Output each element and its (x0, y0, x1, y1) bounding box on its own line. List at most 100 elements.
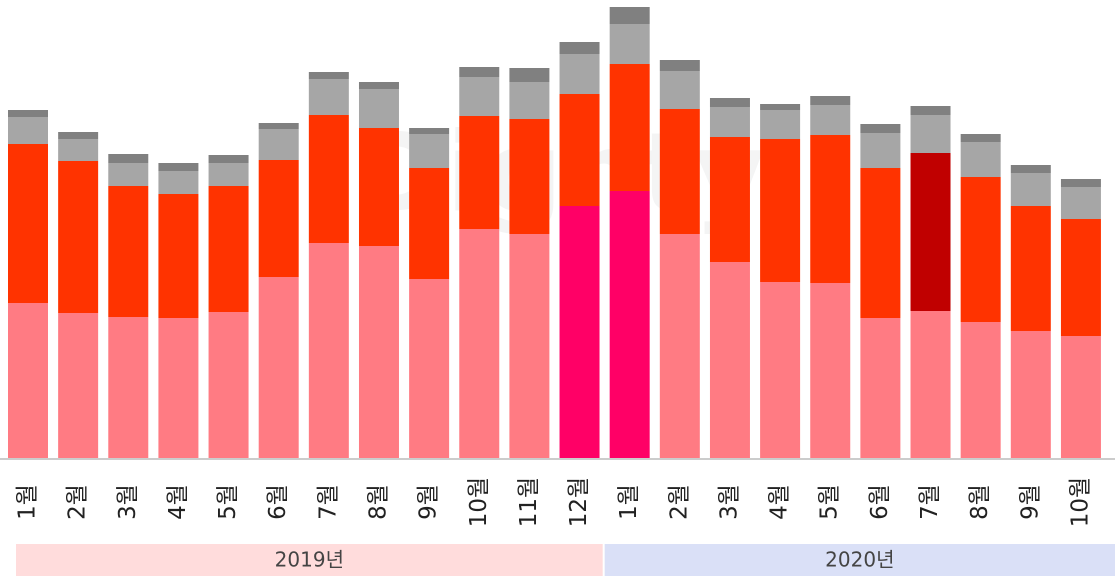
bar-segment (158, 194, 199, 318)
bar-segment (860, 133, 901, 168)
x-tick-label: 4월 (165, 484, 191, 520)
x-tick-label: 6월 (265, 484, 291, 520)
bar-segment (8, 144, 48, 303)
bar-segment (1060, 219, 1101, 336)
bar-segment (1010, 206, 1051, 331)
bar-segment (308, 79, 349, 115)
x-tick-label: 4월 (767, 484, 793, 520)
bar-segment (158, 163, 199, 171)
x-tick-label: 3월 (716, 484, 742, 520)
bar-segment (960, 142, 1001, 177)
bar-segment (208, 163, 249, 186)
bar-segment (609, 191, 650, 458)
bar-segment (459, 77, 500, 116)
bar-segment (8, 110, 48, 117)
bar-segment (910, 106, 951, 115)
x-tick-label: 11월 (516, 477, 542, 527)
bar-segment (158, 171, 199, 194)
bar-segment (409, 128, 450, 134)
bar-segment (559, 54, 600, 94)
bar-segment (860, 168, 901, 318)
bar-segment (709, 262, 750, 458)
bar-segment (509, 68, 550, 82)
bar-segment (208, 155, 249, 163)
x-tick-label: 1월 (616, 484, 642, 520)
bar-segment (1060, 179, 1101, 187)
bar-segment (860, 124, 901, 133)
x-tick-label: 8월 (365, 484, 391, 520)
bar-segment (358, 246, 399, 458)
x-tick-label: 6월 (867, 484, 893, 520)
bar-segment (409, 279, 450, 458)
bar-segment (459, 229, 500, 458)
bar-segment (659, 60, 700, 71)
bar-segment (1060, 187, 1101, 219)
bar-segment (659, 109, 700, 234)
bar-segment (860, 318, 901, 458)
bar-segment (258, 277, 299, 458)
bar-segment (58, 139, 99, 161)
bar-segment (810, 105, 851, 135)
bar-segment (1010, 331, 1051, 458)
bar-segment (358, 89, 399, 128)
bar-segment (409, 134, 450, 168)
bar-segment (810, 96, 851, 105)
bar-segment (409, 168, 450, 279)
x-tick-label: 9월 (416, 484, 442, 520)
bar-segment (709, 98, 750, 107)
group-label: 2019년 (275, 548, 344, 572)
bar-segment (559, 42, 600, 54)
bar-segment (8, 303, 48, 458)
bar-segment (910, 115, 951, 153)
bar-segment (559, 206, 600, 458)
x-tick-label: 12월 (566, 477, 592, 527)
x-tick-label: 5월 (817, 484, 843, 520)
bar-segment (108, 154, 149, 163)
x-tick-label: 7월 (315, 484, 341, 520)
group-label: 2020년 (825, 548, 894, 572)
bar-segment (358, 128, 399, 246)
x-tick-label: 2월 (666, 484, 692, 520)
bar-segment (709, 137, 750, 262)
bar-segment (308, 72, 349, 79)
bar-segment (108, 317, 149, 458)
bar-segment (8, 117, 48, 144)
bar-segment (659, 234, 700, 458)
bar-segment (158, 318, 199, 458)
bar-segment (258, 129, 299, 160)
bar-segment (308, 243, 349, 458)
bar-segment (960, 134, 1001, 142)
bar-segment (810, 135, 851, 283)
bar-segment (1010, 165, 1051, 173)
x-tick-label: 5월 (215, 484, 241, 520)
bar-segment (910, 153, 951, 311)
bar-segment (509, 234, 550, 458)
bar-segment (760, 104, 801, 110)
bar-segment (108, 163, 149, 186)
x-tick-label: 3월 (115, 484, 141, 520)
group-band (604, 544, 1115, 576)
bar-segment (459, 67, 500, 77)
group-band (16, 544, 603, 576)
bar-segment (760, 139, 801, 282)
x-tick-label: 9월 (1017, 484, 1043, 520)
bar-segment (609, 64, 650, 191)
bar-segment (760, 282, 801, 458)
bar-segment (258, 123, 299, 129)
x-tick-label: 10월 (466, 477, 492, 527)
x-tick-label: 10월 (1067, 477, 1093, 527)
bar-segment (258, 160, 299, 277)
x-tick-label: 2월 (65, 484, 91, 520)
bar-segment (208, 186, 249, 312)
bar-segment (459, 116, 500, 229)
bar-segment (709, 107, 750, 137)
bar-segment (58, 161, 99, 313)
bar-segment (960, 322, 1001, 458)
bar-segment (1060, 336, 1101, 458)
bar-segment (609, 7, 650, 24)
x-tick-label: 1월 (15, 484, 41, 520)
bar-segment (659, 71, 700, 109)
bar-segment (308, 115, 349, 243)
